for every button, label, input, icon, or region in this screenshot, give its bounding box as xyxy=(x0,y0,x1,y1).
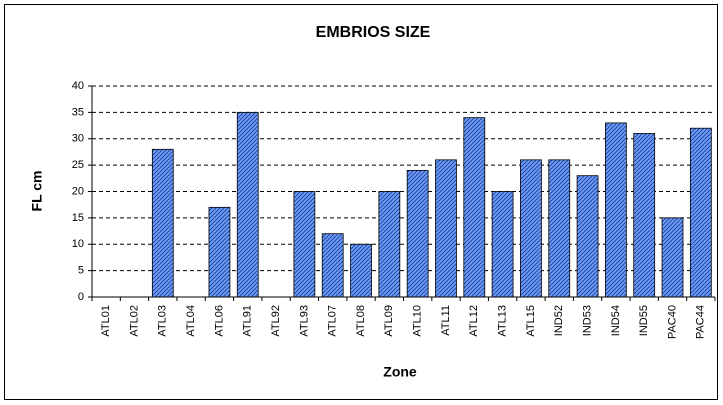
x-tick-label: IND52 xyxy=(553,305,565,336)
bar xyxy=(633,133,656,298)
x-tick-label: PAC40 xyxy=(666,305,678,339)
chart-border xyxy=(4,4,718,400)
y-tick-label: 35 xyxy=(72,106,84,118)
bar xyxy=(435,159,457,298)
bar xyxy=(293,191,316,298)
y-tick-label: 40 xyxy=(72,80,84,92)
x-tick-label: ATL93 xyxy=(298,305,310,337)
bar xyxy=(378,191,401,298)
x-tick-label: ATL15 xyxy=(525,305,537,337)
x-tick-label: ATL02 xyxy=(128,305,140,337)
bar xyxy=(350,243,372,298)
x-tick-label: IND54 xyxy=(610,305,622,336)
bar xyxy=(151,148,174,298)
y-tick-label: 30 xyxy=(72,133,84,145)
y-tick-label: 20 xyxy=(72,185,84,197)
x-tick-label: ATL07 xyxy=(327,305,339,337)
bar xyxy=(605,122,627,298)
x-axis-label: Zone xyxy=(383,364,417,380)
bar xyxy=(520,159,542,298)
x-tick-label: ATL06 xyxy=(213,305,225,337)
x-tick-label: ATL13 xyxy=(497,305,509,337)
bar xyxy=(406,169,429,298)
x-tick-label: ATL12 xyxy=(468,305,480,337)
bar xyxy=(321,233,344,298)
bar xyxy=(208,206,231,298)
bar xyxy=(491,191,514,298)
bar xyxy=(463,117,486,298)
bar xyxy=(661,217,684,298)
x-tick-label: ATL08 xyxy=(355,305,367,337)
x-tick-label: ATL01 xyxy=(100,305,112,337)
bar xyxy=(689,127,712,298)
bar xyxy=(548,159,571,298)
y-tick-label: 25 xyxy=(72,159,84,171)
y-tick-label: 0 xyxy=(78,291,84,303)
y-tick-label: 5 xyxy=(78,265,84,277)
y-axis-label: FL cm xyxy=(29,171,45,212)
x-tick-label: IND55 xyxy=(638,305,650,336)
x-tick-label: ATL10 xyxy=(412,305,424,337)
x-tick-label: PAC44 xyxy=(695,305,707,339)
bar xyxy=(236,111,259,298)
x-tick-label: ATL11 xyxy=(440,305,452,336)
chart-title: EMBRIOS SIZE xyxy=(316,24,431,41)
x-tick-label: IND53 xyxy=(581,305,593,336)
x-tick-label: ATL09 xyxy=(383,305,395,337)
y-tick-label: 10 xyxy=(72,238,84,250)
y-tick-label: 15 xyxy=(72,212,84,224)
x-tick-label: ATL04 xyxy=(185,305,197,337)
x-tick-label: ATL91 xyxy=(242,305,254,337)
x-tick-label: ATL92 xyxy=(270,305,282,337)
bar xyxy=(576,175,599,298)
x-tick-label: ATL03 xyxy=(157,305,169,337)
